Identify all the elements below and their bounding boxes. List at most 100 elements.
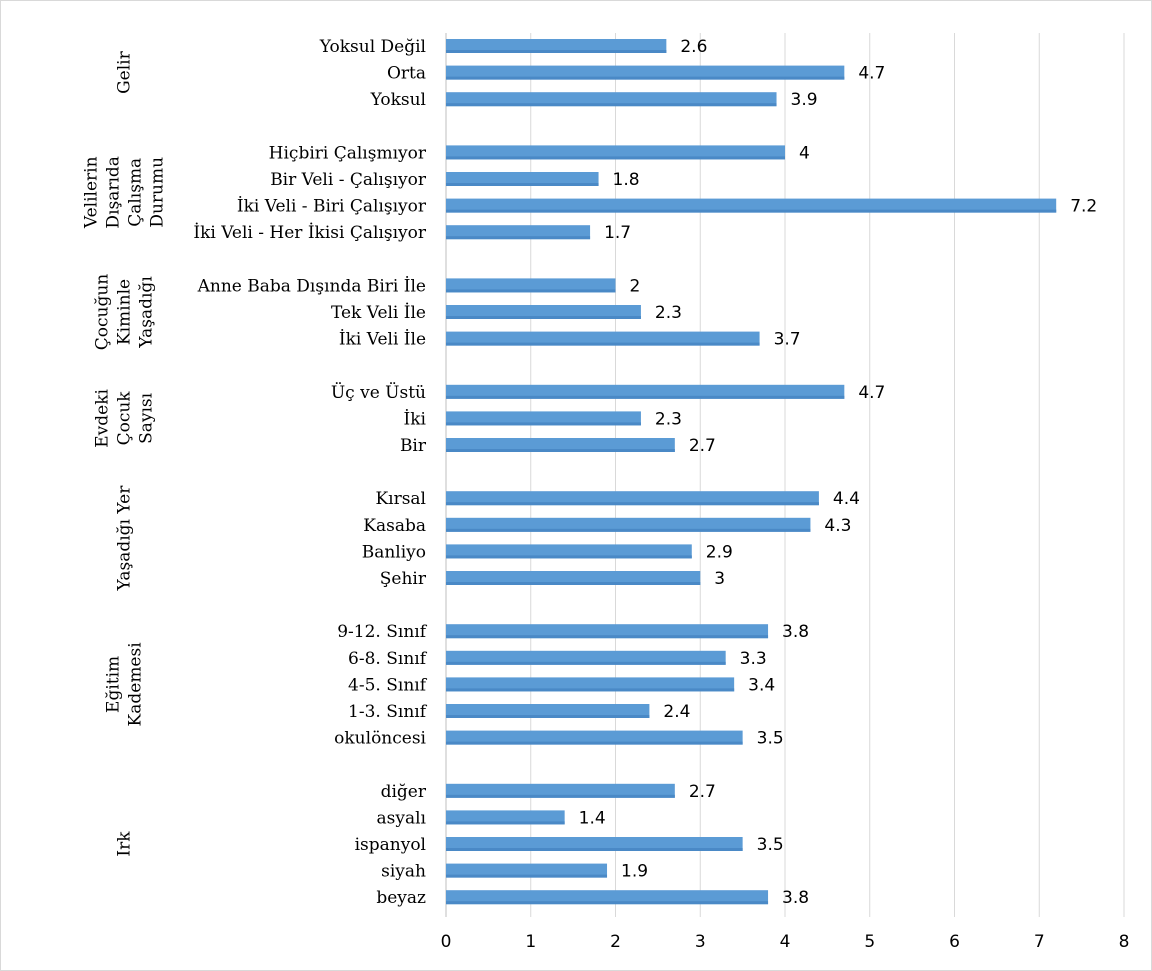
bar — [446, 172, 599, 186]
category-label: Yoksul — [370, 90, 426, 110]
group-label: Kiminle — [115, 279, 135, 345]
group-label: Sayısı — [137, 392, 157, 444]
data-label: 1.4 — [579, 808, 606, 828]
bar — [446, 145, 785, 160]
bar — [446, 331, 760, 346]
bar-shadow — [446, 183, 599, 186]
category-label: ispanyol — [355, 835, 426, 855]
bar-shadow — [446, 741, 743, 745]
bar-layer — [446, 39, 1057, 905]
bar — [446, 305, 641, 319]
bar-shadow — [446, 688, 735, 692]
category-label: 6-8. Sınıf — [348, 649, 428, 669]
data-label: 2.3 — [655, 303, 682, 323]
bar-shadow — [446, 342, 760, 346]
bar-shadow — [446, 528, 811, 532]
bar-shadow — [446, 582, 701, 585]
category-label: Şehir — [380, 569, 427, 589]
category-label: 9-12. Sınıf — [337, 622, 427, 642]
bar — [446, 650, 726, 665]
category-label: Tek Veli İle — [331, 302, 426, 323]
x-tick-label: 1 — [525, 932, 536, 952]
data-label: 4.4 — [833, 489, 860, 509]
bar-shadow — [446, 103, 777, 107]
category-label: Yoksul Değil — [319, 37, 426, 57]
data-label: 2.9 — [706, 542, 733, 562]
category-label: 4-5. Sınıf — [348, 675, 428, 695]
bar-shadow — [446, 502, 819, 506]
category-label: Hiçbiri Çalışmıyor — [269, 143, 427, 163]
data-label: 3.8 — [782, 888, 809, 908]
label-layer: Yoksul Değil 2.6 Orta 4.7 Yoksul 3.9 Hiçbiri Ç… — [193, 37, 1097, 908]
group-label: Velilerin — [82, 156, 102, 229]
category-label: 1-3. Sınıf — [348, 702, 428, 722]
bar-shadow — [446, 874, 608, 878]
group-label: Dışarıda — [104, 156, 124, 229]
bar — [446, 384, 845, 399]
bar — [446, 411, 641, 426]
bar-shadow — [446, 794, 675, 798]
group-label: Kademesi — [126, 642, 146, 727]
bar — [446, 624, 769, 639]
bar — [446, 571, 701, 585]
group-label: Yaşadığı — [137, 276, 157, 349]
group-label: Çocuk — [115, 391, 135, 446]
x-tick-label: 2 — [610, 932, 621, 952]
data-label: 1.8 — [613, 170, 640, 190]
data-label: 3 — [714, 569, 725, 589]
bar-shadow — [446, 449, 675, 452]
bar — [446, 677, 735, 692]
bar — [446, 544, 692, 559]
data-label: 2.4 — [663, 702, 690, 722]
bar — [446, 438, 675, 452]
x-tick-label: 7 — [1034, 932, 1045, 952]
data-label: 1.9 — [621, 862, 648, 882]
bar-shadow — [446, 661, 726, 665]
data-label: 2 — [630, 276, 641, 296]
bar — [446, 704, 650, 718]
bar — [446, 730, 743, 745]
bar-shadow — [446, 316, 641, 319]
bar — [446, 517, 811, 532]
data-label: 3.4 — [748, 675, 775, 695]
bar — [446, 278, 616, 293]
group-label: Yaşadığı Yer — [115, 485, 135, 592]
group-label: Çalışma — [126, 158, 146, 227]
category-label: İki Veli İle — [339, 329, 426, 350]
bar — [446, 783, 675, 798]
category-label: Orta — [387, 64, 426, 84]
category-label: beyaz — [376, 888, 426, 908]
data-label: 4 — [799, 143, 810, 163]
x-axis-ticks: 0 1 2 3 4 5 6 7 8 — [441, 932, 1130, 952]
data-label: 3.5 — [757, 729, 784, 749]
data-label: 1.7 — [604, 223, 631, 243]
x-tick-label: 6 — [949, 932, 960, 952]
bar-shadow — [446, 76, 845, 80]
x-tick-label: 8 — [1119, 932, 1130, 952]
bar-shadow — [446, 555, 692, 559]
category-label: siyah — [381, 862, 426, 882]
group-label: Çocuğun — [93, 274, 113, 351]
category-label: diğer — [381, 782, 427, 802]
bar-shadow — [446, 422, 641, 426]
bar — [446, 837, 743, 851]
bar — [446, 65, 845, 80]
data-label: 3.8 — [782, 622, 809, 642]
data-label: 2.6 — [680, 37, 707, 57]
category-label: Anne Baba Dışında Biri İle — [197, 275, 426, 296]
bar — [446, 890, 769, 905]
bar-shadow — [446, 209, 1057, 213]
data-label: 4.7 — [858, 383, 885, 403]
bar — [446, 491, 819, 506]
category-label: Banliyo — [362, 542, 426, 562]
data-label: 7.2 — [1070, 197, 1097, 217]
category-label: İki Veli - Biri Çalışıyor — [237, 196, 427, 217]
group-labels: Gelir Velilerin Dışarıda Çalışma Durumu Çocuğ… — [82, 50, 168, 856]
group-label: Irk — [115, 831, 135, 857]
bar-shadow — [446, 635, 769, 639]
group-label: Evdeki — [93, 388, 113, 447]
bar — [446, 225, 591, 240]
bar-shadow — [446, 156, 785, 160]
